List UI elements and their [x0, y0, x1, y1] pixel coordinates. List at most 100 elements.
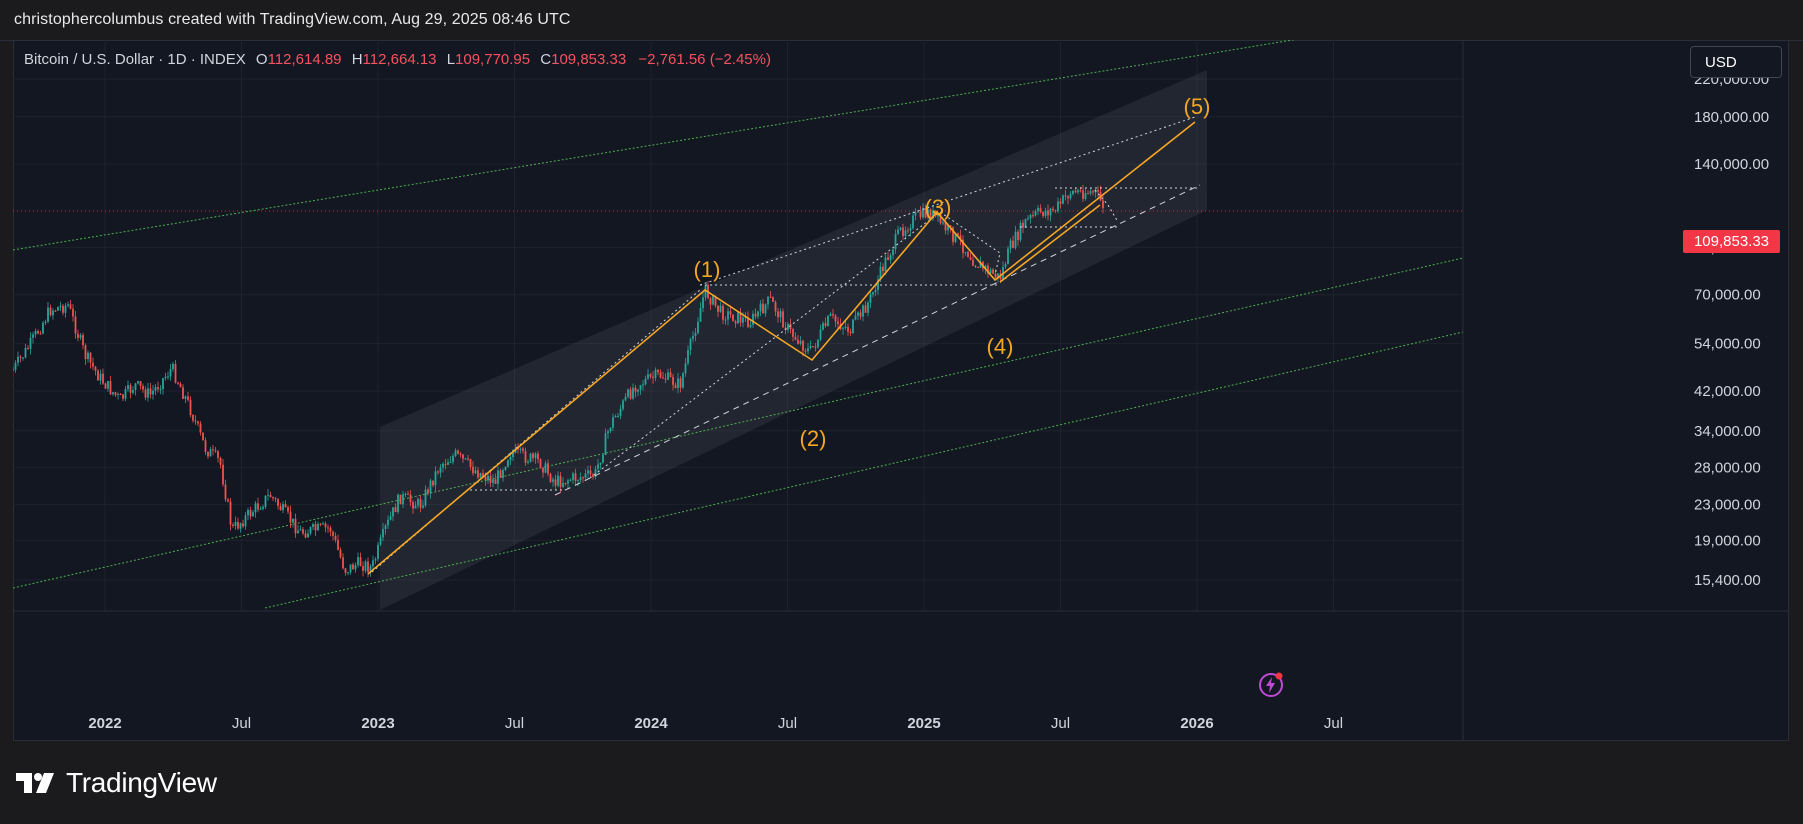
candle-body	[939, 214, 942, 224]
candle-body	[924, 208, 927, 218]
candle-body	[1044, 210, 1047, 216]
candle-body	[107, 380, 109, 389]
plot-area: (1) (2) (3) (4) (5)	[13, 40, 1463, 611]
candle-body	[67, 304, 69, 306]
candle-body	[14, 362, 17, 370]
candle-body	[697, 321, 699, 333]
candle-body	[827, 315, 829, 326]
price-chart[interactable]: (1)(2)(3)(4)(5)220,000.00180,000.00140,0…	[13, 40, 1789, 741]
candle-body	[432, 480, 434, 486]
candle-body	[1057, 201, 1059, 212]
candle-body	[787, 323, 789, 330]
candle-body	[764, 304, 767, 314]
candle-body	[112, 392, 114, 395]
tradingview-logo[interactable]: TradingView	[16, 765, 217, 801]
candle-body	[814, 346, 817, 348]
candle-body	[719, 305, 722, 312]
candle-body	[74, 316, 77, 334]
time-tick-label: Jul	[232, 715, 251, 732]
candle-body	[114, 392, 117, 395]
candle-body	[422, 505, 424, 508]
close-value: 109,853.33	[551, 51, 627, 68]
lightning-icon[interactable]	[1257, 671, 1285, 699]
candle-body	[44, 321, 47, 323]
candle-body	[797, 339, 799, 344]
candle-body	[879, 266, 882, 280]
candle-body	[457, 450, 459, 454]
candle-body	[52, 310, 54, 316]
candle-body	[479, 473, 482, 478]
candle-body	[227, 499, 229, 502]
candle-body	[1082, 190, 1084, 199]
candle-body	[354, 565, 357, 570]
time-tick-label: 2025	[907, 715, 940, 732]
candle-body	[732, 314, 734, 322]
channel-line-upper	[13, 40, 1296, 251]
candle-body	[392, 507, 394, 517]
candle-body	[597, 464, 599, 469]
candle-body	[929, 209, 932, 219]
candle-body	[792, 329, 794, 337]
candle-body	[602, 454, 604, 463]
candle-body	[499, 470, 502, 478]
candle-body	[1004, 264, 1007, 268]
candle-body	[312, 524, 314, 528]
price-tick-label: 34,000.00	[1694, 423, 1761, 440]
candle-body	[892, 249, 894, 256]
candle-body	[947, 225, 949, 231]
candle-body	[534, 453, 537, 459]
candle-body	[497, 470, 499, 484]
candle-body	[1024, 218, 1027, 228]
candle-body	[1009, 240, 1012, 249]
candle-body	[794, 336, 797, 340]
candle-body	[784, 327, 787, 330]
candle-body	[699, 308, 702, 322]
candle-body	[39, 333, 42, 335]
time-tick-label: Jul	[1051, 715, 1070, 732]
candle-body	[332, 531, 334, 536]
candle-body	[869, 294, 872, 303]
candle-body	[334, 535, 337, 540]
candle-body	[659, 372, 662, 378]
candle-body	[789, 323, 792, 330]
candle-body	[607, 431, 609, 434]
candle-body	[702, 297, 704, 309]
candle-body	[612, 417, 614, 428]
candle-body	[367, 561, 369, 573]
candle-body	[319, 523, 322, 525]
tradingview-logo-icon	[16, 773, 54, 793]
candle-body	[129, 385, 132, 393]
candle-body	[547, 463, 549, 474]
candle-body	[537, 453, 539, 460]
candle-body	[259, 508, 262, 510]
candle-body	[377, 544, 379, 560]
candle-body	[729, 311, 732, 315]
candle-body	[712, 295, 714, 305]
candle-body	[1074, 190, 1077, 193]
candle-body	[149, 388, 152, 395]
candle-body	[234, 521, 237, 526]
candle-body	[309, 527, 312, 534]
candle-body	[359, 557, 362, 567]
candle-body	[779, 311, 782, 318]
candle-body	[1092, 191, 1094, 193]
candle-body	[542, 467, 544, 473]
candle-body	[1017, 231, 1019, 241]
candle-body	[212, 449, 214, 451]
candle-body	[257, 503, 259, 510]
candle-body	[29, 337, 32, 349]
candle-body	[307, 533, 309, 538]
candle-body	[977, 267, 979, 269]
candle-body	[1072, 190, 1074, 195]
candle-body	[369, 566, 372, 573]
candle-body	[694, 332, 697, 336]
candle-body	[402, 494, 404, 505]
candle-body	[372, 560, 374, 567]
candle-body	[959, 235, 962, 240]
candle-body	[562, 482, 564, 487]
candle-body	[159, 388, 162, 390]
wave-label: (1)	[694, 257, 721, 282]
dotted-diag-4	[1094, 189, 1119, 223]
dashed-support-line	[554, 184, 1201, 496]
currency-button[interactable]: USD	[1690, 46, 1782, 78]
